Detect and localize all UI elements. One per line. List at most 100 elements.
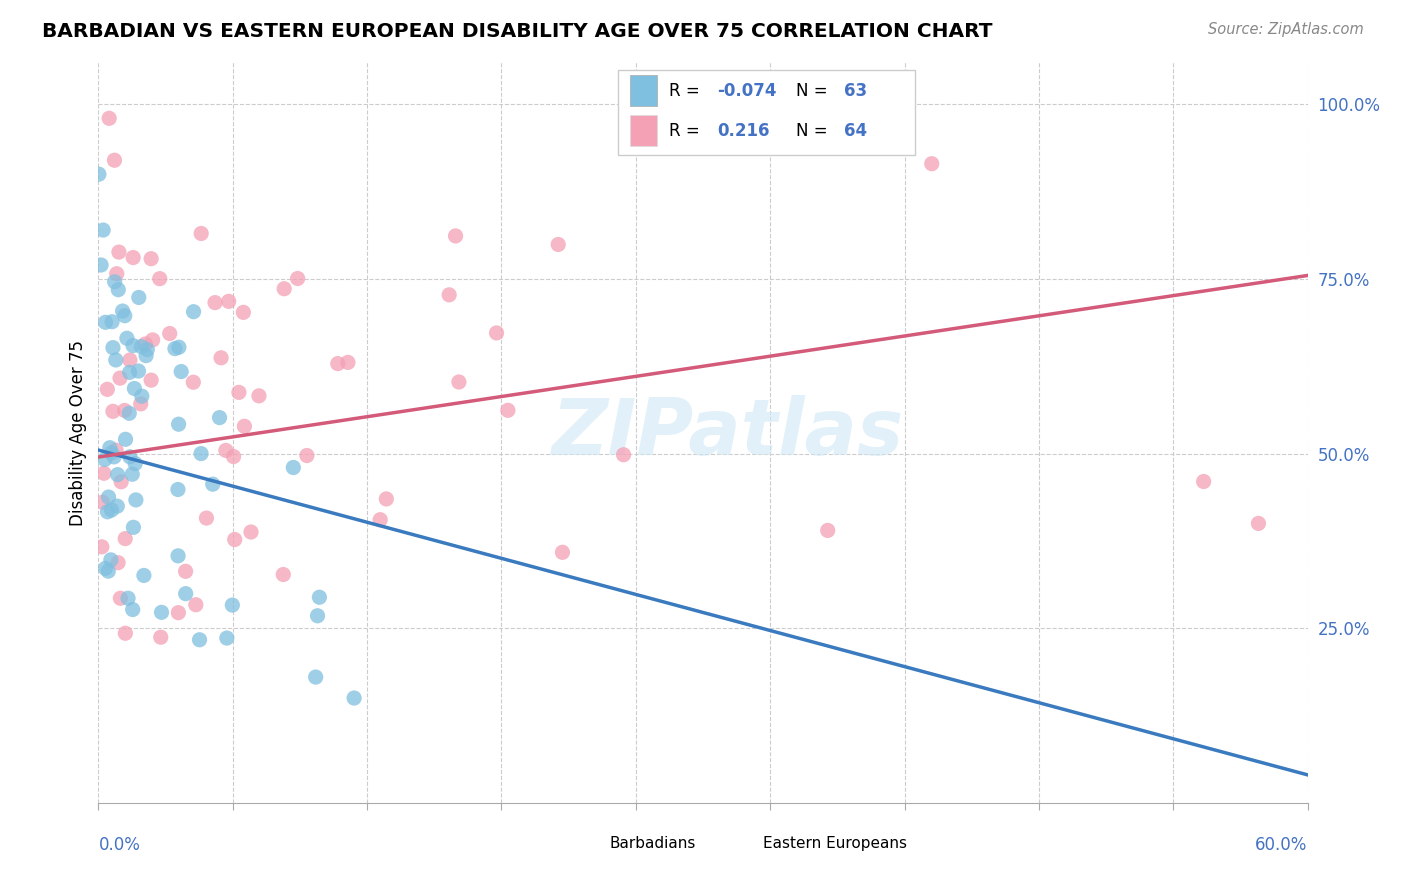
Point [142,333,165,347]
Point [94,561,117,575]
Point [437,288,460,302]
Point [167,340,190,354]
Point [485,326,508,340]
Point [87,167,110,181]
Point [132,568,155,582]
Point [817,524,839,538]
Y-axis label: Disability Age Over 75: Disability Age Over 75 [69,340,87,525]
Point [240,524,263,539]
Point [114,309,136,323]
Point [118,353,141,368]
Point [444,228,467,243]
Point [139,373,162,387]
Point [125,492,148,507]
Bar [576,834,603,853]
Point [1247,516,1270,531]
Point [94,315,117,329]
Point [174,587,197,601]
Point [551,545,574,559]
Point [103,153,125,168]
Point [100,503,122,517]
Point [129,397,152,411]
Point [167,483,190,497]
Point [271,567,294,582]
Point [283,460,305,475]
Point [101,341,124,355]
Point [118,365,141,379]
Point [204,295,226,310]
Point [228,385,250,400]
Point [98,441,121,455]
Point [114,532,136,546]
Text: 63: 63 [845,82,868,100]
Point [547,237,569,252]
Point [305,670,328,684]
Point [107,467,129,482]
Point [368,513,391,527]
Point [326,357,349,371]
Point [921,157,943,171]
Text: 60.0%: 60.0% [1256,836,1308,855]
Point [100,553,122,567]
Point [91,495,114,509]
Point [128,290,150,304]
Point [307,608,329,623]
Text: Source: ZipAtlas.com: Source: ZipAtlas.com [1208,22,1364,37]
Point [105,499,128,513]
Point [195,511,218,525]
Point [103,450,125,464]
Point [215,631,238,645]
Point [1192,475,1215,489]
Point [122,520,145,534]
Point [287,271,309,285]
Point [114,626,136,640]
Point [121,602,143,616]
Point [163,342,186,356]
Point [190,447,212,461]
Text: 64: 64 [845,122,868,140]
Point [135,349,157,363]
Text: R =: R = [669,122,706,140]
Point [118,450,141,464]
Point [129,340,152,354]
Text: ZIPatlas: ZIPatlas [551,394,903,471]
Point [104,353,127,368]
Point [93,467,115,481]
Text: -0.074: -0.074 [717,82,778,100]
Point [308,591,330,605]
Point [134,337,156,351]
Point [101,404,124,418]
Point [336,355,359,369]
Point [343,691,366,706]
Point [124,457,146,471]
Point [111,304,134,318]
Point [149,630,172,644]
Point [183,304,205,318]
Point [247,389,270,403]
Point [181,376,204,390]
Point [208,410,231,425]
Point [114,432,136,446]
Bar [630,115,657,146]
Point [117,591,139,606]
Point [90,258,112,272]
Point [232,305,254,319]
Point [104,275,127,289]
Point [218,294,240,309]
Point [108,245,131,260]
Point [136,343,159,357]
Point [209,351,232,365]
Point [233,419,256,434]
Point [105,267,128,281]
Point [122,251,145,265]
Text: 0.0%: 0.0% [98,836,141,855]
Point [496,403,519,417]
Point [273,282,295,296]
Point [91,223,114,237]
Point [221,598,243,612]
Point [375,491,398,506]
Point [114,403,136,417]
Point [107,283,129,297]
Point [110,591,132,606]
Point [131,389,153,403]
